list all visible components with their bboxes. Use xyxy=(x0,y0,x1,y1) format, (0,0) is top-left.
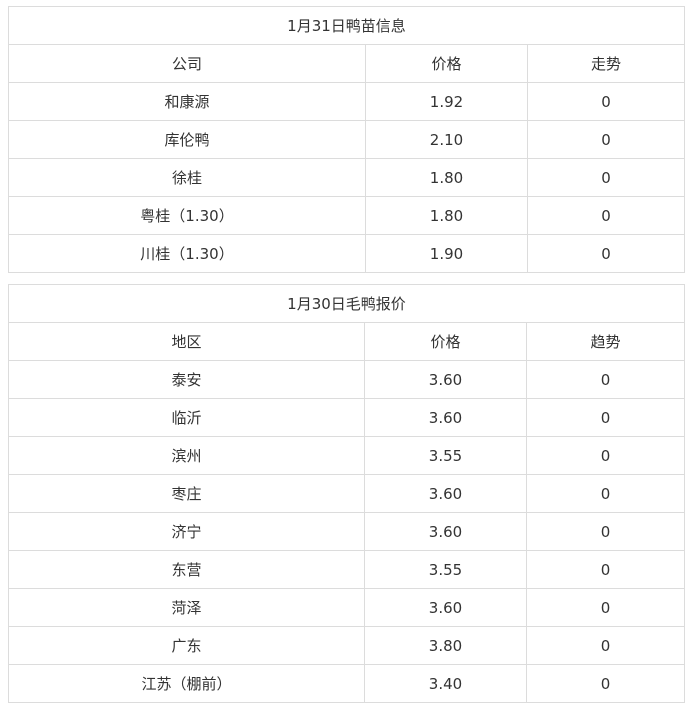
cell-price: 2.10 xyxy=(365,120,528,159)
cell-name: 徐桂 xyxy=(8,158,366,197)
cell-name: 滨州 xyxy=(8,436,365,475)
cell-trend: 0 xyxy=(527,158,685,197)
cell-trend: 0 xyxy=(526,626,685,665)
table-row: 枣庄 3.60 0 xyxy=(8,474,685,513)
table-header-row: 公司 价格 走势 xyxy=(8,44,685,83)
cell-price: 3.80 xyxy=(364,626,527,665)
cell-name: 广东 xyxy=(8,626,365,665)
cell-name: 临沂 xyxy=(8,398,365,437)
table-row: 临沂 3.60 0 xyxy=(8,398,685,437)
table-title-row: 1月30日毛鸭报价 xyxy=(8,284,685,323)
table-title-row: 1月31日鸭苗信息 xyxy=(8,6,685,45)
header-trend: 趋势 xyxy=(526,322,685,361)
cell-name: 江苏（棚前） xyxy=(8,664,365,703)
cell-price: 3.60 xyxy=(364,474,527,513)
table-title: 1月30日毛鸭报价 xyxy=(8,284,685,323)
cell-trend: 0 xyxy=(527,82,685,121)
cell-name: 库伦鸭 xyxy=(8,120,366,159)
cell-price: 3.60 xyxy=(364,398,527,437)
table-row: 滨州 3.55 0 xyxy=(8,436,685,475)
cell-trend: 0 xyxy=(526,512,685,551)
cell-trend: 0 xyxy=(526,398,685,437)
cell-trend: 0 xyxy=(526,550,685,589)
table-row: 东营 3.55 0 xyxy=(8,550,685,589)
header-company: 公司 xyxy=(8,44,366,83)
cell-trend: 0 xyxy=(526,588,685,627)
cell-name: 川桂（1.30） xyxy=(8,234,366,273)
cell-price: 3.60 xyxy=(364,360,527,399)
cell-trend: 0 xyxy=(526,436,685,475)
cell-name: 粤桂（1.30） xyxy=(8,196,366,235)
table-row: 川桂（1.30） 1.90 0 xyxy=(8,234,685,273)
table-row: 菏泽 3.60 0 xyxy=(8,588,685,627)
header-price: 价格 xyxy=(364,322,527,361)
table-row: 济宁 3.60 0 xyxy=(8,512,685,551)
cell-price: 3.55 xyxy=(364,550,527,589)
header-trend: 走势 xyxy=(527,44,685,83)
cell-name: 济宁 xyxy=(8,512,365,551)
table-row: 徐桂 1.80 0 xyxy=(8,158,685,197)
cell-price: 1.92 xyxy=(365,82,528,121)
table-row: 库伦鸭 2.10 0 xyxy=(8,120,685,159)
cell-trend: 0 xyxy=(526,664,685,703)
table-row: 粤桂（1.30） 1.80 0 xyxy=(8,196,685,235)
cell-name: 枣庄 xyxy=(8,474,365,513)
duck-price-table: 1月30日毛鸭报价 地区 价格 趋势 泰安 3.60 0 临沂 3.60 0 滨州 3.55 0… xyxy=(8,284,685,703)
cell-price: 3.60 xyxy=(364,588,527,627)
table-title: 1月31日鸭苗信息 xyxy=(8,6,685,45)
duckling-price-table: 1月31日鸭苗信息 公司 价格 走势 和康源 1.92 0 库伦鸭 2.10 0 徐桂 1.8… xyxy=(8,6,685,273)
table-row: 广东 3.80 0 xyxy=(8,626,685,665)
cell-name: 东营 xyxy=(8,550,365,589)
cell-price: 1.80 xyxy=(365,196,528,235)
cell-name: 和康源 xyxy=(8,82,366,121)
cell-price: 3.40 xyxy=(364,664,527,703)
cell-trend: 0 xyxy=(526,474,685,513)
cell-trend: 0 xyxy=(526,360,685,399)
cell-price: 3.60 xyxy=(364,512,527,551)
cell-trend: 0 xyxy=(527,196,685,235)
cell-price: 1.80 xyxy=(365,158,528,197)
cell-price: 1.90 xyxy=(365,234,528,273)
table-row: 和康源 1.92 0 xyxy=(8,82,685,121)
cell-trend: 0 xyxy=(527,234,685,273)
cell-name: 泰安 xyxy=(8,360,365,399)
table-row: 泰安 3.60 0 xyxy=(8,360,685,399)
header-price: 价格 xyxy=(365,44,528,83)
table-header-row: 地区 价格 趋势 xyxy=(8,322,685,361)
cell-trend: 0 xyxy=(527,120,685,159)
cell-name: 菏泽 xyxy=(8,588,365,627)
table-row: 江苏（棚前） 3.40 0 xyxy=(8,664,685,703)
header-region: 地区 xyxy=(8,322,365,361)
cell-price: 3.55 xyxy=(364,436,527,475)
